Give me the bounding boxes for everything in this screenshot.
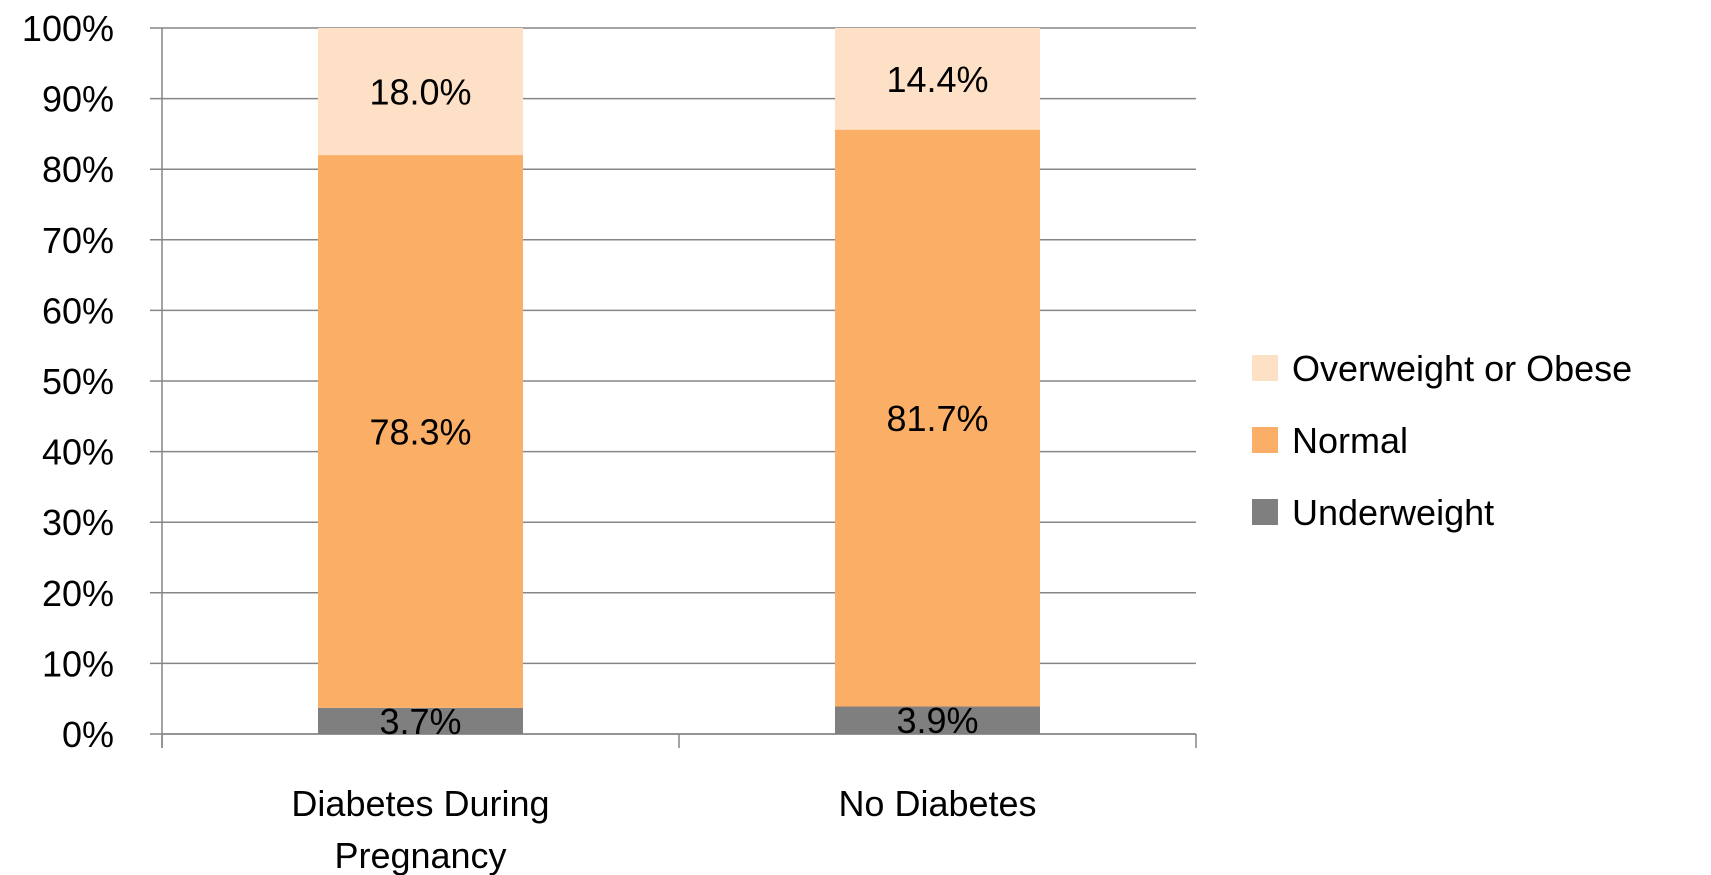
x-category-label: Diabetes During: [291, 783, 549, 824]
y-tick-label: 50%: [42, 361, 114, 402]
bar-segment: [318, 707, 523, 734]
y-tick-label: 20%: [42, 573, 114, 614]
data-label: 81.7%: [886, 398, 988, 439]
bar-segment: [835, 706, 1040, 734]
bar-segment: [318, 155, 523, 708]
axes: 0% 10% 20% 30% 40% 50% 60% 70% 80% 90% 100% Diabete…: [22, 8, 1197, 875]
y-tick-label: 0%: [62, 714, 114, 755]
y-tick-label: 70%: [42, 220, 114, 261]
data-label: 3.7%: [379, 701, 461, 742]
data-label: 14.4%: [886, 59, 988, 100]
legend-label: Overweight or Obese: [1292, 348, 1632, 389]
legend-swatch: [1252, 499, 1278, 525]
y-tick-label: 100%: [22, 8, 114, 49]
data-label: 3.9%: [896, 700, 978, 741]
y-tick-label: 90%: [42, 79, 114, 120]
legend-label: Normal: [1292, 420, 1408, 461]
bar-segment: [835, 28, 1040, 130]
y-tick-label: 80%: [42, 149, 114, 190]
y-tick-label: 30%: [42, 502, 114, 543]
bar-segment: [318, 28, 523, 156]
data-label: 18.0%: [369, 72, 471, 113]
bars: [318, 28, 1040, 734]
y-tick-label: 60%: [42, 290, 114, 331]
legend: Overweight or Obese Normal Underweight: [1252, 348, 1632, 533]
bar-segment: [835, 129, 1040, 707]
y-tick-label: 40%: [42, 432, 114, 473]
legend-swatch: [1252, 355, 1278, 381]
data-labels: 3.7% 78.3% 18.0% 3.9% 81.7% 14.4%: [369, 59, 988, 742]
x-category-label: Pregnancy: [334, 835, 506, 875]
legend-swatch: [1252, 427, 1278, 453]
data-label: 78.3%: [369, 411, 471, 452]
legend-label: Underweight: [1292, 492, 1494, 533]
x-category-label: No Diabetes: [838, 783, 1036, 824]
y-tick-label: 10%: [42, 643, 114, 684]
